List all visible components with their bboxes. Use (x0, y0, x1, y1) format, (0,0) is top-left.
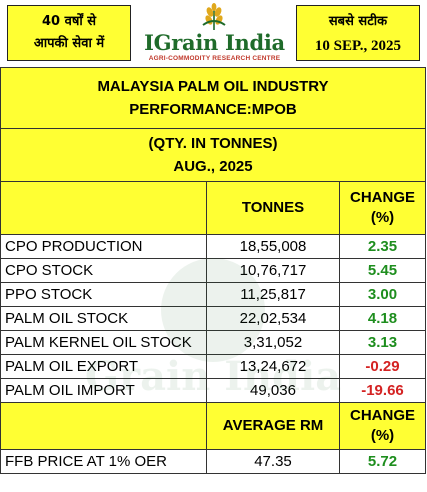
table-row: PALM OIL EXPORT 13,24,672 -0.29 (0, 354, 426, 379)
ffb-price-row: FFB PRICE AT 1% OER 47.35 5.72 (0, 449, 426, 474)
tagline-line1: 40 वर्षों से (41, 14, 97, 29)
tagline-line2: आपकी सेवा में (33, 36, 105, 51)
row-label: PALM OIL IMPORT (0, 378, 207, 403)
tagline-badge: 40 वर्षों से आपकी सेवा में (7, 5, 131, 61)
date-badge: सबसे सटीक 10 SEP., 2025 (296, 5, 420, 61)
row-change: 4.18 (339, 306, 426, 331)
row-change: -0.29 (339, 354, 426, 379)
report-date: 10 SEP., 2025 (314, 38, 402, 54)
blank-price-header-cell (0, 402, 207, 450)
row-change: 2.35 (339, 234, 426, 259)
table-row: PALM KERNEL OIL STOCK 3,31,052 3.13 (0, 330, 426, 355)
grain-icon (202, 3, 226, 30)
row-tonnes: 49,036 (206, 378, 340, 403)
row-label: PALM OIL EXPORT (0, 354, 207, 379)
row-change: 5.45 (339, 258, 426, 283)
row-change: 3.00 (339, 282, 426, 307)
brand-subtitle: AGRI-COMMODITY RESEARCH CENTRE (148, 55, 281, 62)
report-month: AUG., 2025 (173, 158, 253, 175)
report-subtitle: (QTY. IN TONNES) AUG., 2025 (0, 128, 426, 182)
header: 40 वर्षों से आपकी सेवा में IGrain India … (0, 0, 427, 67)
change-header-line2: (%) (370, 209, 395, 226)
price-change-line1: CHANGE (349, 407, 415, 424)
price-change-header: CHANGE (%) (339, 402, 426, 450)
row-tonnes: 3,31,052 (206, 330, 340, 355)
blank-header-cell (0, 181, 207, 235)
row-label: PALM KERNEL OIL STOCK (0, 330, 207, 355)
table-row: PALM OIL STOCK 22,02,534 4.18 (0, 306, 426, 331)
report-title-line2: PERFORMANCE:MPOB (129, 101, 297, 118)
price-header-row: AVERAGE RM CHANGE (%) (0, 402, 426, 450)
quantity-unit: (QTY. IN TONNES) (148, 135, 278, 152)
ffb-price-change: 5.72 (339, 449, 426, 474)
report-title-line1: MALAYSIA PALM OIL INDUSTRY (97, 78, 329, 95)
report-title: MALAYSIA PALM OIL INDUSTRY PERFORMANCE:M… (0, 67, 426, 129)
mpob-table: MALAYSIA PALM OIL INDUSTRY PERFORMANCE:M… (0, 67, 426, 474)
ffb-price-label: FFB PRICE AT 1% OER (0, 449, 207, 474)
row-tonnes: 11,25,817 (206, 282, 340, 307)
row-change: 3.13 (339, 330, 426, 355)
tonnes-header: TONNES (206, 181, 340, 235)
table-row: PALM OIL IMPORT 49,036 -19.66 (0, 378, 426, 403)
change-header-line1: CHANGE (349, 189, 415, 206)
brand-logo: IGrain India AGRI-COMMODITY RESEARCH CEN… (137, 0, 292, 66)
average-rm-header: AVERAGE RM (206, 402, 340, 450)
row-tonnes: 13,24,672 (206, 354, 340, 379)
table-row: CPO STOCK 10,76,717 5.45 (0, 258, 426, 283)
row-label: PALM OIL STOCK (0, 306, 207, 331)
brand-name: IGrain India (144, 30, 285, 55)
row-label: CPO STOCK (0, 258, 207, 283)
column-header-row: TONNES CHANGE (%) (0, 181, 426, 235)
row-label: CPO PRODUCTION (0, 234, 207, 259)
accuracy-tagline: सबसे सटीक (328, 14, 388, 29)
row-tonnes: 18,55,008 (206, 234, 340, 259)
title-row: MALAYSIA PALM OIL INDUSTRY PERFORMANCE:M… (0, 67, 426, 129)
row-change: -19.66 (339, 378, 426, 403)
row-tonnes: 22,02,534 (206, 306, 340, 331)
price-change-line2: (%) (370, 427, 395, 444)
table-row: CPO PRODUCTION 18,55,008 2.35 (0, 234, 426, 259)
ffb-price-value: 47.35 (206, 449, 340, 474)
data-rows: CPO PRODUCTION 18,55,008 2.35 CPO STOCK 10,7… (0, 234, 426, 403)
change-header: CHANGE (%) (339, 181, 426, 235)
table-row: PPO STOCK 11,25,817 3.00 (0, 282, 426, 307)
row-tonnes: 10,76,717 (206, 258, 340, 283)
row-label: PPO STOCK (0, 282, 207, 307)
subtitle-row: (QTY. IN TONNES) AUG., 2025 (0, 128, 426, 182)
